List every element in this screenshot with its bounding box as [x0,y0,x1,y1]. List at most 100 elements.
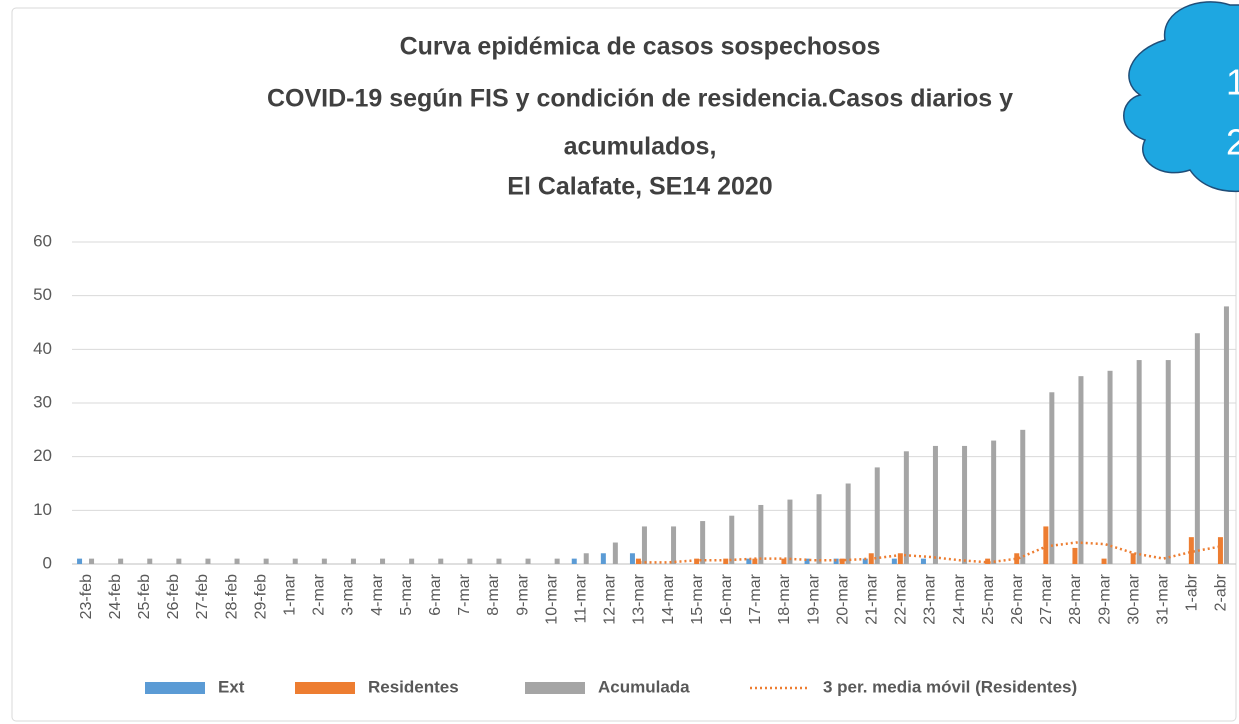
bar [176,558,182,564]
bar [1130,553,1136,564]
x-tick-label: 9-mar [514,573,531,615]
x-tick-label: 23-feb [78,574,95,619]
x-tick-label: 7-mar [456,573,473,615]
bar [118,558,124,564]
legend-label: Residentes [368,677,459,696]
callout-text: 1 [1226,62,1239,103]
bar [89,558,95,564]
x-tick-label: 13-mar [631,573,648,624]
x-tick-label: 1-mar [281,573,298,615]
bar [1101,558,1107,564]
x-tick-label: 24-feb [107,574,124,619]
x-tick-label: 22-mar [893,573,910,624]
bar [700,521,706,564]
y-tick-label: 40 [33,339,52,358]
bar [629,553,635,564]
x-tick-label: 1-abr [1184,573,1201,611]
legend-swatch [525,682,585,694]
x-tick-label: 16-mar [718,573,735,624]
x-tick-label: 5-mar [398,573,415,615]
x-tick-label: 30-mar [1125,573,1142,624]
bar [205,558,211,564]
bar [671,526,677,564]
y-tick-label: 50 [33,285,52,304]
bar [897,553,903,564]
y-tick-label: 0 [43,553,52,572]
bar [1188,537,1194,564]
bar [1049,392,1055,564]
bar [804,558,810,564]
x-tick-label: 8-mar [485,573,502,615]
bar [467,558,473,564]
bar [350,558,356,564]
x-tick-label: 27-mar [1038,573,1055,624]
bar [920,558,926,564]
chart-title: Curva epidémica de casos sospechosos [400,33,881,61]
y-tick-label: 10 [33,500,52,519]
x-tick-label: 6-mar [427,573,444,615]
x-tick-label: 23-mar [922,573,939,624]
chart-border [11,7,1237,722]
bar [891,558,897,564]
bar [600,553,606,564]
y-tick-label: 20 [33,446,52,465]
bar [1165,360,1171,564]
bar [991,440,997,564]
cloud-callout [1123,1,1239,192]
bar [496,558,502,564]
x-tick-label: 11-mar [572,573,589,623]
x-tick-label: 18-mar [776,573,793,624]
bar [1194,333,1200,564]
bar [571,558,577,564]
moving-average-line [639,541,1222,564]
bar [525,558,531,564]
bar [1107,370,1113,564]
bar [1020,429,1026,564]
x-tick-label: 28-mar [1067,573,1084,624]
x-tick-label: 19-mar [805,573,822,624]
x-tick-label: 21-mar [863,573,880,624]
chart-title: El Calafate, SE14 2020 [507,173,772,201]
y-tick-label: 30 [33,392,52,411]
bar [758,504,764,564]
x-tick-label: 12-mar [602,573,619,624]
bar [962,445,968,564]
bar [874,467,880,564]
legend-label: Ext [218,677,245,696]
bar [816,494,822,564]
bar [746,558,752,564]
bar [263,558,269,564]
x-tick-label: 15-mar [689,573,706,624]
x-tick-label: 28-feb [223,574,240,619]
bar [77,558,83,564]
x-tick-label: 2-mar [311,573,328,615]
bar [1078,376,1084,564]
bar [612,542,618,564]
bar [641,526,647,564]
x-tick-label: 25-feb [136,574,153,619]
x-tick-label: 29-mar [1096,573,1113,624]
bar [985,558,991,564]
bar [147,558,153,564]
bar [1217,537,1223,564]
legend-label: Acumulada [598,677,690,696]
bar [752,558,758,564]
bar [380,558,386,564]
bar [292,558,298,564]
callout-text: 2 [1226,122,1239,163]
x-tick-label: 4-mar [369,573,386,615]
bar [862,558,868,564]
chart-title: COVID-19 según FIS y condición de reside… [267,85,1013,113]
bar [694,558,700,564]
bar [845,483,851,564]
bar [781,558,787,564]
legend-label: 3 per. media móvil (Residentes) [823,677,1077,696]
legend-swatch [295,682,355,694]
x-tick-label: 3-mar [340,573,357,615]
x-tick-label: 20-mar [834,573,851,624]
x-tick-label: 26-feb [165,574,182,619]
chart-title: acumulados, [564,133,717,161]
bar [635,558,641,564]
